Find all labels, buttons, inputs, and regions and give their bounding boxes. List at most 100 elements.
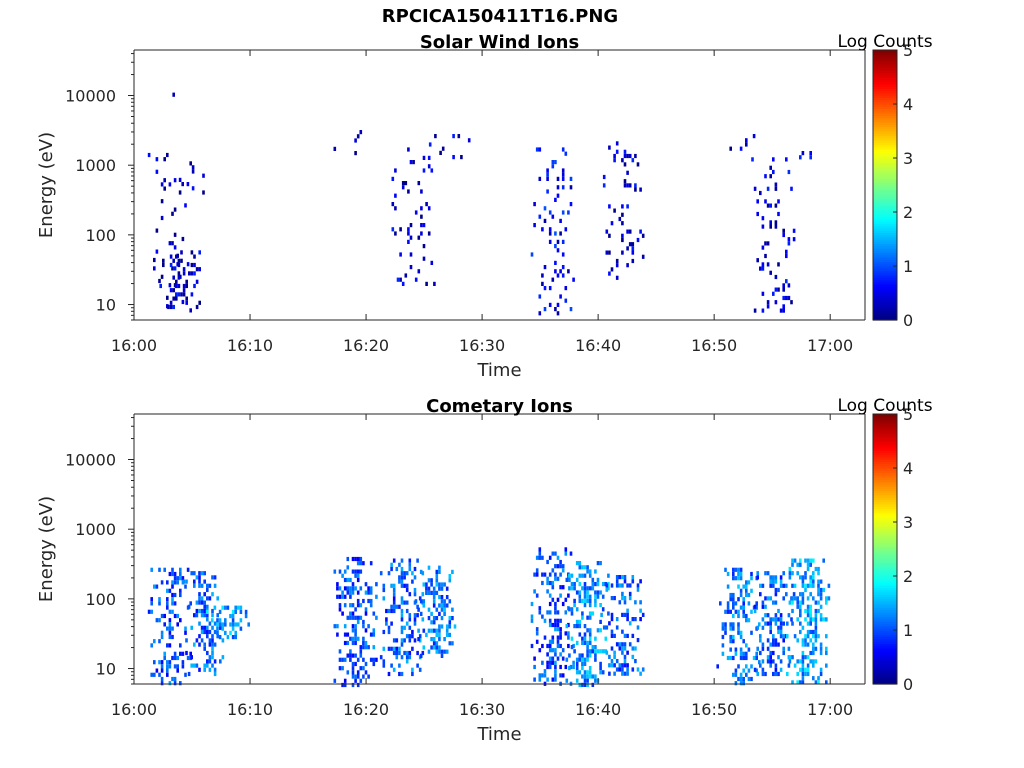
data-pixel [171,609,174,614]
data-pixel [359,678,363,683]
colorbar-swatch [873,618,897,622]
data-pixel [219,625,222,630]
data-pixel [578,619,582,624]
data-pixel [338,666,342,671]
data-pixel [160,681,164,686]
data-pixel [779,579,783,584]
data-pixel [588,611,592,616]
data-pixel [364,645,368,650]
data-pixel [809,592,812,597]
data-pixel [623,149,627,154]
data-pixel [809,155,812,160]
chart-panel-1: 16:00 16:10 16:20 16:30 16:40 16:50 17:0010100… [36,32,933,381]
data-pixel [791,608,794,614]
colorbar-swatch [873,632,897,636]
data-pixel [171,571,174,577]
data-pixel [621,650,624,655]
data-pixel [570,607,574,612]
data-pixel [359,556,363,562]
data-pixel [351,590,355,595]
data-pixel [150,567,153,572]
data-pixel [362,640,365,646]
data-pixel [171,592,174,598]
data-pixel [367,624,370,629]
data-pixel [623,612,627,617]
data-pixel [548,601,552,607]
data-pixel [782,283,785,288]
data-pixel [769,270,772,275]
data-pixel [573,624,576,629]
data-pixel [556,311,560,316]
data-pixel [422,155,426,160]
data-pixel [561,585,565,590]
data-pixel [179,588,182,593]
data-pixel [198,583,201,588]
data-pixel [382,596,386,601]
data-pixel [356,573,360,578]
colorbar-swatch [873,169,897,173]
colorbar-swatch [873,221,897,224]
data-pixel [392,592,396,597]
data-pixel [413,575,417,580]
data-pixel [806,663,810,668]
data-pixel [551,164,555,169]
colorbar-tick-label: 0 [903,311,913,330]
data-pixel [561,172,565,177]
colorbar-swatch [873,528,897,532]
data-pixel [623,646,627,651]
data-pixel [394,206,397,211]
data-pixel [732,576,735,581]
data-pixel [594,657,597,662]
data-pixel [565,577,569,582]
data-pixel [206,663,209,668]
colorbar-swatch [873,598,897,602]
data-pixel [398,575,401,580]
data-pixel [742,584,745,589]
data-pixel [535,572,539,577]
data-pixel [721,626,725,631]
colorbar-swatch [873,627,897,631]
colorbar-swatch [873,560,897,564]
data-pixel [430,611,433,616]
data-pixel [774,667,778,672]
data-pixel [790,186,793,191]
data-pixel [621,663,624,668]
data-pixel [626,246,629,251]
data-pixel [356,619,360,625]
data-pixel [554,677,557,682]
colorbar-swatch [873,97,897,101]
colorbar-swatch [873,70,897,74]
data-pixel [605,250,609,255]
data-pixel [782,596,785,601]
data-pixel [570,586,574,591]
data-pixel [799,575,802,580]
data-pixel [827,596,831,601]
data-pixel [745,588,748,593]
data-pixel [761,659,765,664]
data-pixel [739,681,743,686]
data-pixel [400,579,404,584]
data-pixel [796,571,799,576]
data-pixel [356,590,360,595]
data-pixel [747,601,751,606]
data-pixel [158,639,161,644]
data-pixel [759,663,762,668]
data-pixel [419,569,423,574]
data-pixel [769,203,772,208]
data-pixel [202,190,205,195]
data-pixel [734,567,738,572]
data-pixel [198,250,201,255]
data-pixel [774,621,778,626]
data-pixel [182,292,186,297]
data-pixel [168,283,172,288]
data-pixel [806,621,810,626]
data-pixel [372,645,376,650]
data-pixel [178,190,182,195]
colorbar-swatch [873,61,897,65]
data-pixel [732,567,735,572]
data-pixel [554,576,557,581]
data-pixel [346,653,350,658]
colorbar-swatch [873,454,897,458]
data-pixel [554,648,557,653]
data-pixel [382,587,386,593]
